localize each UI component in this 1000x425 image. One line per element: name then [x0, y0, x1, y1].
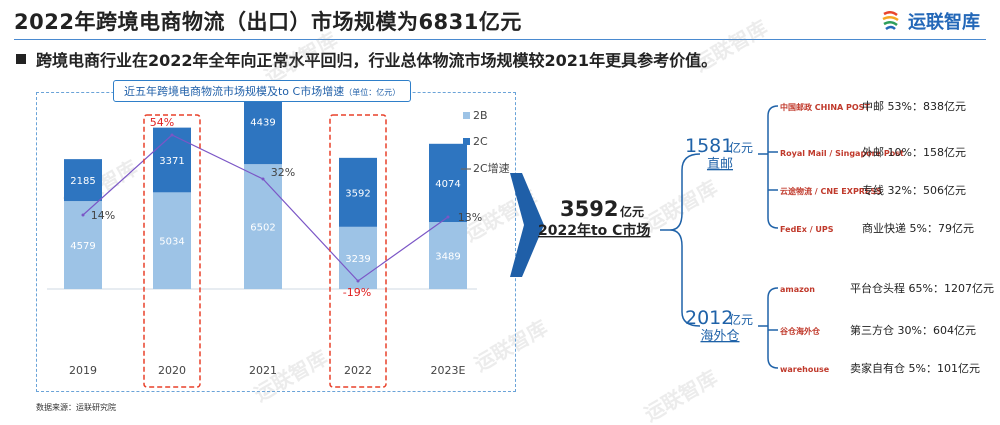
growth-point [261, 177, 265, 181]
chart-frame: 4579 2185 2019 5034 3371 2020 6502 4439 2021 3239… [36, 78, 516, 392]
carrier-logo: 谷仓海外仓 [779, 326, 821, 336]
data-label-2b: 6502 [250, 223, 275, 234]
growth-label: 13% [458, 211, 482, 224]
carrier-logo: warehouse [780, 365, 830, 374]
x-tick-label: 2022 [344, 364, 372, 377]
bar-2b [429, 222, 467, 289]
branch-label: 直邮 [707, 157, 733, 172]
chart-title-box: 近五年跨境电商物流市场规模及to C市场增速（单位：亿元） [113, 80, 412, 102]
carrier-logo: 云途物流 / CNE EXPRESS [780, 186, 882, 196]
leaf-label: 中邮 53%：838亿元 [862, 100, 966, 113]
branch-unit: 亿元 [729, 312, 753, 327]
carrier-logo: 中国邮政 CHINA POST [780, 102, 870, 112]
highlight-box [329, 114, 387, 388]
legend-swatch [463, 138, 470, 145]
growth-label: 54% [150, 116, 174, 129]
carrier-logo: FedEx / UPS [780, 225, 834, 234]
carrier-logo: amazon [780, 285, 815, 294]
data-label-2c: 4074 [435, 179, 460, 190]
growth-point [170, 133, 174, 137]
chart-title: 近五年跨境电商物流市场规模及to C市场增速 [124, 85, 345, 98]
growth-label: 14% [91, 209, 115, 222]
chart-unit: （单位：亿元） [344, 88, 401, 97]
data-source: 数据来源：运联研究院 [36, 403, 116, 412]
legend-label: 2C增速 [473, 161, 510, 175]
market-value: 3592 [560, 197, 618, 221]
leaf-connector [758, 105, 779, 229]
highlight-box [143, 114, 201, 388]
header-divider [14, 39, 986, 40]
market-label: 2022年to C市场 [538, 222, 650, 239]
growth-point [356, 279, 360, 283]
growth-label: 32% [271, 166, 295, 179]
bar-2b [244, 164, 282, 289]
leaf-connector [758, 287, 779, 369]
subtitle: 跨境电商行业在2022年全年向正常水平回归，行业总体物流市场规模较2021年更具… [16, 47, 717, 71]
data-label-2b: 5034 [159, 237, 184, 248]
leaf-label: 卖家自有仓 5%：101亿元 [850, 361, 980, 375]
branch-value: 2012 [685, 307, 733, 329]
legend-swatch [463, 112, 470, 119]
data-label-2b: 3239 [345, 254, 370, 265]
brand-logo: 运联智库 [880, 8, 980, 34]
data-label-2c: 3371 [159, 156, 184, 167]
branch-unit: 亿元 [729, 140, 753, 155]
bullet-icon [16, 54, 26, 64]
branch-label: 海外仓 [700, 329, 739, 344]
brand-logo-text: 运联智库 [908, 12, 980, 33]
branch-connector [660, 153, 701, 327]
leaf-label: 专线 32%：506亿元 [862, 183, 966, 197]
growth-point [81, 213, 85, 217]
x-tick-label: 2020 [158, 364, 186, 377]
data-label-2b: 3489 [435, 252, 460, 263]
legend-label: 2C [473, 135, 488, 148]
branch-value: 1581 [685, 135, 733, 157]
growth-point [446, 215, 450, 219]
data-label-2c: 3592 [345, 188, 370, 199]
legend-label: 2B [473, 109, 488, 122]
stacked-bar-chart: 4579 2185 2019 5034 3371 2020 6502 4439 2021 3239… [47, 78, 510, 388]
leaf-label: 第三方仓 30%：604亿元 [850, 323, 976, 337]
bar-2b [339, 226, 377, 289]
bar-2c [244, 78, 282, 165]
bar-2c [339, 157, 377, 227]
subtitle-text: 跨境电商行业在2022年全年向正常水平回归，行业总体物流市场规模较2021年更具… [36, 51, 718, 70]
x-tick-label: 2021 [249, 364, 277, 377]
bar-2b [153, 192, 191, 289]
market-unit: 亿元 [620, 204, 644, 219]
bar-2c [429, 143, 467, 223]
growth-label: -19% [343, 286, 371, 299]
data-label-2b: 4579 [70, 241, 95, 252]
brand-logo-icon [882, 11, 899, 31]
data-label-2c: 4439 [250, 118, 275, 129]
carrier-logo: Royal Mail / Singapore Post [780, 149, 904, 158]
bar-2c [153, 127, 191, 193]
leaf-label: 商业快递 5%：79亿元 [862, 221, 974, 235]
arrow-chevron-icon [510, 173, 544, 277]
bar-2c [64, 159, 102, 202]
x-tick-label: 2023E [431, 364, 466, 377]
data-label-2c: 2185 [70, 176, 95, 187]
leaf-label: 平台仓头程 65%：1207亿元 [850, 281, 994, 295]
page-title: 2022年跨境电商物流（出口）市场规模为6831亿元 [14, 10, 522, 34]
leaf-label: 外邮 10%：158亿元 [862, 146, 966, 159]
x-tick-label: 2019 [69, 364, 97, 377]
